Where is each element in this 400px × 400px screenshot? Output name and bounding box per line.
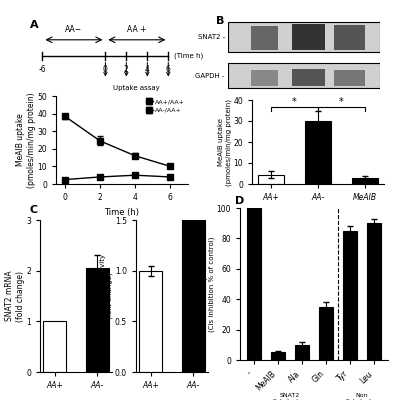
Text: 6: 6: [166, 65, 171, 74]
Y-axis label: MeAIB uptake
(Cis inhibition % of control): MeAIB uptake (Cis inhibition % of contro…: [202, 236, 215, 332]
Text: A: A: [30, 20, 38, 30]
Text: Uptake assay: Uptake assay: [114, 85, 160, 91]
Text: 4: 4: [145, 65, 150, 74]
Text: 0: 0: [103, 65, 108, 74]
Bar: [182, 220, 205, 372]
Bar: [271, 352, 285, 360]
Text: AA +: AA +: [127, 25, 146, 34]
Bar: [295, 345, 309, 360]
Bar: [228, 22, 380, 52]
Bar: [319, 307, 333, 360]
Text: -6: -6: [39, 65, 46, 74]
Text: AA−: AA−: [65, 25, 82, 34]
Bar: [247, 208, 261, 360]
Bar: [251, 70, 278, 86]
Text: B: B: [216, 16, 224, 26]
Y-axis label: MeAIB uptake
(pmoles/min/mg protein): MeAIB uptake (pmoles/min/mg protein): [218, 98, 232, 186]
Text: Non
Substrates: Non Substrates: [345, 394, 379, 400]
Text: 2: 2: [124, 65, 129, 74]
Text: SNAT2
Substrates: SNAT2 Substrates: [273, 394, 307, 400]
Bar: [251, 26, 278, 50]
Text: D: D: [235, 196, 244, 206]
Bar: [305, 121, 331, 184]
Bar: [139, 271, 162, 372]
Bar: [86, 268, 109, 372]
Y-axis label: MeAIB uptake
(pmoles/min/mg protein): MeAIB uptake (pmoles/min/mg protein): [16, 92, 36, 188]
X-axis label: Time (h): Time (h): [104, 208, 140, 216]
Text: C: C: [30, 205, 38, 215]
Y-axis label: SNAT2 mRNA
(fold change): SNAT2 mRNA (fold change): [5, 270, 25, 322]
Bar: [43, 321, 66, 372]
Text: *: *: [339, 97, 344, 107]
Legend: AA+/AA+, AA-/AA+: AA+/AA+, AA-/AA+: [146, 99, 185, 113]
Bar: [292, 24, 325, 50]
Text: GAPDH -: GAPDH -: [196, 73, 225, 79]
Bar: [228, 63, 380, 88]
Bar: [367, 223, 381, 360]
Text: SNAT2 -: SNAT2 -: [198, 34, 225, 40]
Bar: [334, 70, 365, 86]
Bar: [343, 231, 357, 360]
Bar: [352, 178, 378, 184]
Bar: [292, 69, 325, 86]
Text: (Time h): (Time h): [174, 53, 203, 59]
Bar: [334, 25, 365, 50]
Bar: [258, 174, 284, 184]
Text: *: *: [292, 97, 297, 107]
Y-axis label: SNAT2 promoter activity
(fold change): SNAT2 promoter activity (fold change): [100, 254, 114, 338]
